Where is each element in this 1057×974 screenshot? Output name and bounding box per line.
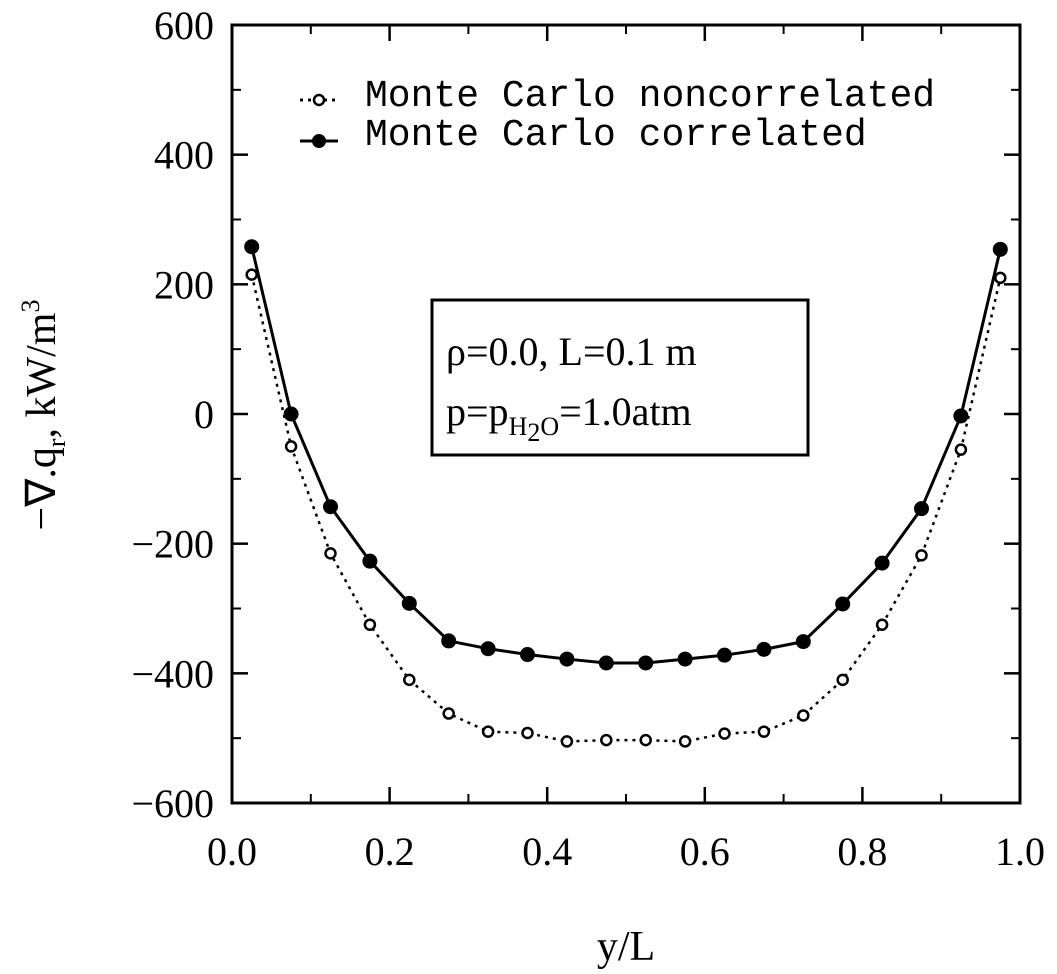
data-point xyxy=(401,595,417,611)
data-point xyxy=(718,727,731,740)
data-point xyxy=(245,268,258,281)
data-point xyxy=(954,443,968,456)
y-tick-label: 200 xyxy=(154,262,214,307)
data-point xyxy=(520,647,535,663)
axis-ticks xyxy=(230,23,1022,805)
series-noncorrelated xyxy=(245,268,1007,748)
x-tick-label: 0.2 xyxy=(365,829,415,874)
data-point xyxy=(835,596,851,612)
data-point xyxy=(992,241,1008,257)
y-tick-label: 400 xyxy=(154,133,214,178)
series-layer xyxy=(244,239,1008,748)
data-point xyxy=(994,271,1007,285)
data-point xyxy=(953,408,969,424)
y-tick-label: 0 xyxy=(194,392,214,437)
data-point xyxy=(403,673,416,687)
series-line xyxy=(250,274,1002,743)
y-axis-label: −∇.qr, kW/m3 xyxy=(16,300,71,531)
data-point xyxy=(915,549,928,562)
legend-label-correlated: Monte Carlo correlated xyxy=(365,114,867,157)
data-point xyxy=(600,733,613,747)
data-point xyxy=(521,726,534,740)
legend-label-noncorrelated: Monte Carlo noncorrelated xyxy=(365,75,935,118)
x-tick-label: 0.8 xyxy=(837,829,887,874)
data-point xyxy=(717,647,732,663)
legend: Monte Carlo noncorrelated Monte Carlo co… xyxy=(300,75,935,157)
data-point xyxy=(874,555,890,571)
data-point xyxy=(244,239,260,255)
x-tick-label: 1.0 xyxy=(995,829,1045,874)
data-point xyxy=(875,618,889,631)
y-tick-label: −200 xyxy=(131,522,214,567)
legend-marker-noncorrelated xyxy=(312,93,326,107)
series-correlated xyxy=(244,239,1008,671)
data-point xyxy=(795,634,811,650)
x-axis-label: y/L xyxy=(597,924,655,970)
data-point xyxy=(756,641,772,657)
x-tick-label: 0.6 xyxy=(680,829,730,874)
data-point xyxy=(441,633,457,649)
legend-marker-correlated xyxy=(312,134,326,148)
data-point xyxy=(324,547,337,560)
data-point xyxy=(598,655,614,671)
annotation-box: ρ=0.0, L=0.1 m p=pH2O=1.0atm xyxy=(430,298,810,457)
annotation-frame xyxy=(430,298,810,457)
x-tick-labels: 0.0 0.2 0.4 0.6 0.8 1.0 xyxy=(207,829,1045,874)
data-point xyxy=(442,707,455,720)
y-tick-label: −600 xyxy=(131,781,214,826)
data-point xyxy=(362,553,378,569)
y-tick-label: 600 xyxy=(154,3,214,48)
data-point xyxy=(363,618,377,631)
data-point xyxy=(836,673,849,687)
data-point xyxy=(284,440,298,453)
data-point xyxy=(560,735,574,748)
data-point xyxy=(480,641,496,657)
data-point xyxy=(638,655,654,671)
y-tick-labels: −600 −400 −200 0 200 400 600 xyxy=(131,3,214,826)
data-point xyxy=(559,651,575,667)
data-point xyxy=(677,651,693,667)
x-tick-label: 0.4 xyxy=(522,829,572,874)
data-point xyxy=(283,406,299,422)
x-tick-label: 0.0 xyxy=(207,829,257,874)
data-point xyxy=(639,733,652,747)
data-point xyxy=(481,725,495,738)
annotation-line-1: ρ=0.0, L=0.1 m xyxy=(446,329,697,374)
data-point xyxy=(678,735,692,748)
series-line xyxy=(250,246,1002,665)
data-point xyxy=(797,709,810,722)
data-point xyxy=(914,501,929,517)
annotation-line-2: p=pH2O=1.0atm xyxy=(446,389,692,447)
data-point xyxy=(757,725,771,738)
data-point xyxy=(323,499,338,515)
y-tick-label: −400 xyxy=(131,651,214,696)
